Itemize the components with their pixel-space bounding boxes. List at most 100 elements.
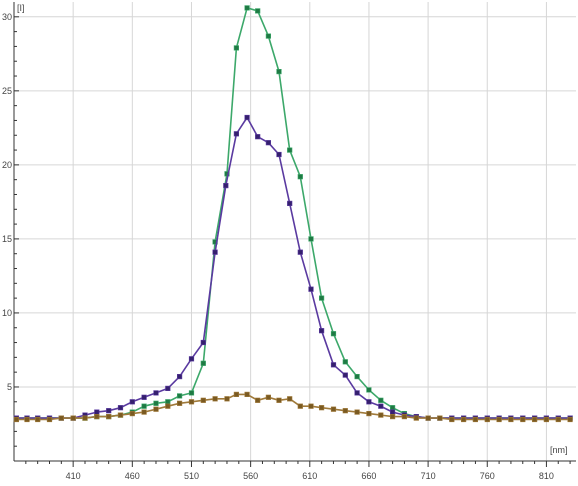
series-2-point-29 xyxy=(342,408,348,414)
series-2-point-30 xyxy=(354,409,360,415)
data-series xyxy=(13,5,573,423)
series-2-point-19 xyxy=(233,391,240,398)
series-2-point-23 xyxy=(276,397,282,403)
series-1-point-12 xyxy=(153,390,159,396)
series-1-point-9 xyxy=(117,405,124,411)
series-0-point-22 xyxy=(265,33,272,39)
series-1-point-16 xyxy=(200,339,206,346)
series-2-point-35 xyxy=(413,415,419,421)
series-1-point-11 xyxy=(141,394,147,400)
series-0-point-14 xyxy=(177,393,183,399)
series-0-point-33 xyxy=(389,405,396,411)
series-1-point-22 xyxy=(265,140,272,146)
series-2-point-28 xyxy=(330,406,337,412)
series-1-point-24 xyxy=(287,200,293,207)
x-tick-label-3: 560 xyxy=(243,471,258,481)
series-2-point-40 xyxy=(472,416,479,423)
series-2-point-4 xyxy=(58,415,64,421)
series-0-point-23 xyxy=(276,69,282,75)
series-0-point-31 xyxy=(366,387,372,393)
series-2-point-22 xyxy=(265,394,272,400)
series-0-point-28 xyxy=(330,331,337,337)
series-1-point-13 xyxy=(165,385,171,392)
series-0-point-15 xyxy=(188,390,195,396)
series-2-point-12 xyxy=(153,406,159,412)
series-2-point-34 xyxy=(401,413,408,420)
series-2-point-13 xyxy=(165,403,171,409)
series-2-point-2 xyxy=(35,416,41,423)
series-2-point-10 xyxy=(129,410,135,417)
y-tick-label-3: 20 xyxy=(2,160,12,170)
series-2-point-3 xyxy=(46,416,53,423)
series-1-point-32 xyxy=(378,403,384,409)
x-tick-label-4: 610 xyxy=(302,471,317,481)
series-2-point-26 xyxy=(308,403,314,409)
series-2-point-17 xyxy=(212,396,218,402)
series-0-point-12 xyxy=(153,400,159,406)
series-0-point-25 xyxy=(297,174,303,180)
series-0-point-16 xyxy=(200,360,206,366)
series-2-point-18 xyxy=(224,396,230,402)
y-tick-label-5: 30 xyxy=(2,12,12,22)
series-2-point-32 xyxy=(378,412,384,418)
series-2-point-24 xyxy=(287,396,293,402)
series-0-point-24 xyxy=(287,147,293,153)
series-0-point-32 xyxy=(378,397,384,403)
x-tick-label-0: 410 xyxy=(66,471,81,481)
series-1-point-19 xyxy=(233,131,240,137)
x-tick-label-1: 460 xyxy=(125,471,140,481)
series-1-point-14 xyxy=(177,373,183,380)
series-0-point-26 xyxy=(308,236,314,242)
series-0-point-13 xyxy=(165,399,171,405)
series-2-point-14 xyxy=(177,400,183,406)
series-2-point-8 xyxy=(106,413,112,420)
series-2-point-27 xyxy=(318,405,325,411)
series-0-point-27 xyxy=(318,295,325,301)
series-1-point-25 xyxy=(297,249,303,255)
series-1-point-30 xyxy=(354,390,360,396)
series-2-point-33 xyxy=(389,413,396,420)
series-2-point-11 xyxy=(141,409,147,415)
series-0-point-11 xyxy=(141,403,147,409)
x-tick-label-5: 660 xyxy=(361,471,376,481)
series-2-point-5 xyxy=(70,415,76,421)
series-2-point-16 xyxy=(200,397,206,403)
series-1-point-18 xyxy=(223,183,229,189)
x-tick-label-8: 810 xyxy=(539,471,554,481)
series-1-point-10 xyxy=(129,399,135,405)
series-1-point-27 xyxy=(318,328,325,334)
series-1-point-23 xyxy=(276,151,282,158)
series-1-point-31 xyxy=(366,399,372,405)
series-1-point-29 xyxy=(342,372,348,378)
series-2-point-44 xyxy=(520,416,526,423)
series-2-point-36 xyxy=(425,415,431,421)
series-2-point-25 xyxy=(297,403,303,409)
series-0-point-30 xyxy=(354,373,360,380)
series-1-point-15 xyxy=(188,356,195,362)
y-tick-label-4: 25 xyxy=(2,86,12,96)
series-2-point-21 xyxy=(255,397,261,403)
series-2-point-41 xyxy=(484,416,490,423)
series-0-point-20 xyxy=(244,5,250,11)
series-1-point-20 xyxy=(244,114,250,121)
y-unit-label: [I] xyxy=(17,3,25,13)
series-2-point-1 xyxy=(24,416,30,423)
x-tick-label-2: 510 xyxy=(184,471,199,481)
series-1-point-17 xyxy=(212,249,218,255)
series-2-point-15 xyxy=(188,399,195,405)
axes xyxy=(13,2,576,467)
series-1-point-26 xyxy=(308,286,314,292)
series-2-point-9 xyxy=(117,412,124,418)
series-1-point-8 xyxy=(106,408,112,414)
x-tick-label-7: 760 xyxy=(480,471,495,481)
series-2-point-45 xyxy=(531,416,538,423)
series-2-point-0 xyxy=(13,416,20,423)
series-1-point-28 xyxy=(330,362,337,368)
series-2-point-31 xyxy=(366,410,372,417)
series-2-point-6 xyxy=(82,415,88,421)
series-2-point-42 xyxy=(496,416,502,423)
series-2-point-48 xyxy=(567,416,573,423)
series-1-point-21 xyxy=(255,134,261,140)
